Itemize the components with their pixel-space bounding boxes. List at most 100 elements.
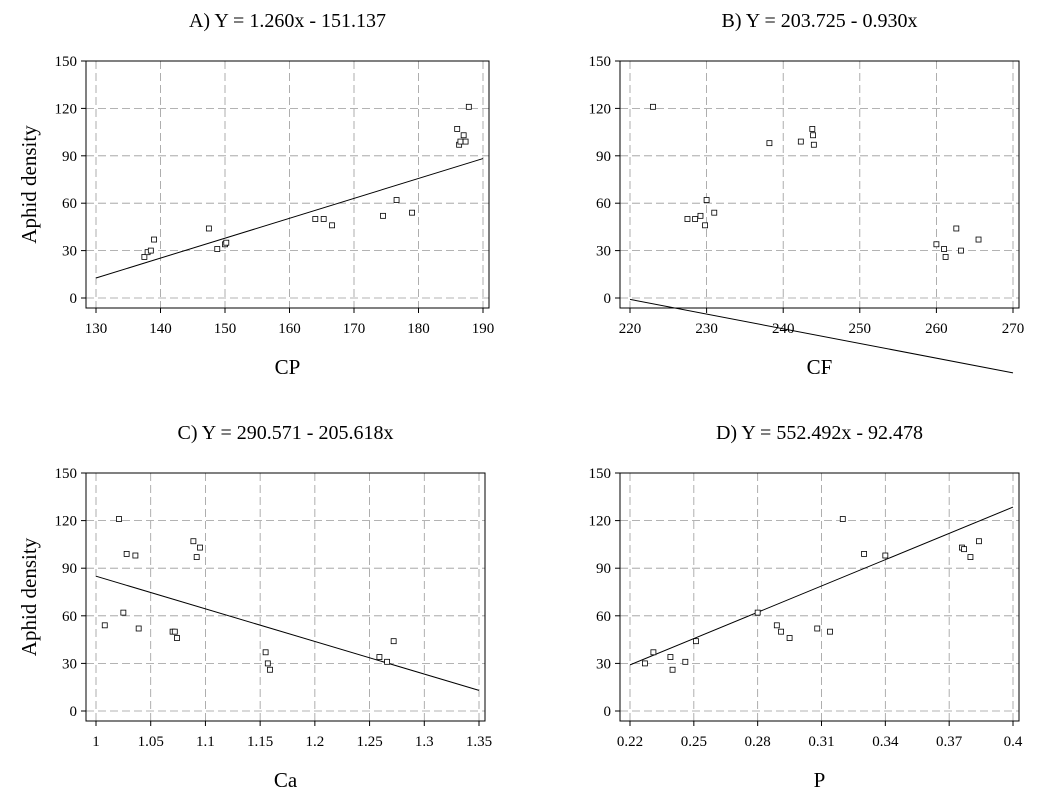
data-point — [961, 546, 967, 553]
x-tick-label: 1.35 — [466, 734, 492, 750]
data-point — [778, 628, 784, 635]
data-point — [942, 254, 949, 260]
x-tick-label: 130 — [85, 321, 108, 337]
y-tick-label: 90 — [596, 561, 611, 577]
data-point — [390, 638, 397, 645]
x-tick-label: 0.25 — [681, 734, 707, 750]
data-point — [116, 516, 122, 522]
data-point — [320, 216, 327, 222]
data-point — [882, 552, 889, 559]
plot-frame — [85, 472, 486, 722]
y-axis-label: Aphid density — [17, 125, 41, 244]
y-tick-label: 90 — [62, 561, 77, 577]
panel-c: C) Y = 290.571 - 205.618x 0 30 60 90 120 150 1 1… — [17, 422, 492, 792]
x-axis-label: Ca — [274, 768, 298, 792]
y-tick-label: 150 — [55, 466, 78, 482]
data-point — [193, 554, 200, 560]
data-point — [810, 141, 817, 148]
data-point — [693, 638, 699, 645]
data-point — [147, 247, 154, 254]
chart-title: D) Y = 552.492x - 92.478 — [716, 422, 923, 444]
x-tick-label: 1.05 — [138, 734, 164, 750]
y-tick-label: 150 — [589, 54, 612, 70]
x-tick-label: 0.22 — [617, 734, 643, 750]
y-tick-label: 90 — [62, 149, 77, 165]
x-tick-label: 0.28 — [745, 734, 771, 750]
data-point — [773, 622, 780, 629]
y-axis-label: Aphid density — [17, 537, 41, 656]
x-tick-label: 0.37 — [936, 734, 963, 750]
y-tick-label: 150 — [55, 54, 78, 70]
y-tick-label: 0 — [70, 704, 78, 720]
x-tick-label: 1.3 — [415, 734, 434, 750]
regression-line — [95, 575, 480, 691]
data-point — [641, 660, 648, 667]
data-point — [465, 103, 472, 110]
y-tick-label: 120 — [589, 101, 612, 117]
chart-title: B) Y = 203.725 - 0.930x — [722, 10, 918, 32]
data-point — [409, 209, 415, 216]
y-tick-label: 150 — [589, 466, 612, 482]
data-point — [814, 625, 821, 632]
regression-line — [95, 158, 484, 279]
x-tick-label: 0.4 — [1004, 734, 1023, 750]
y-tick-label: 120 — [55, 101, 78, 117]
data-point — [141, 254, 148, 260]
y-tick-label: 60 — [596, 609, 611, 625]
x-tick-label: 0.31 — [808, 734, 834, 750]
plot-frame — [85, 60, 490, 309]
y-tick-label: 0 — [604, 291, 612, 307]
y-tick-label: 60 — [62, 609, 77, 625]
x-tick-label: 1.1 — [196, 734, 215, 750]
x-axis-label: CF — [807, 355, 833, 379]
data-point — [384, 658, 390, 665]
data-point — [393, 197, 400, 203]
x-tick-label: 140 — [149, 321, 172, 337]
y-tick-label: 120 — [589, 514, 612, 530]
y-tick-label: 60 — [62, 196, 77, 212]
data-point — [135, 625, 142, 632]
data-point — [975, 236, 982, 243]
data-point — [711, 209, 718, 216]
data-point — [223, 239, 230, 246]
plot-frame — [619, 472, 1020, 722]
data-point — [697, 212, 704, 219]
data-point — [151, 236, 157, 243]
data-point — [669, 666, 676, 673]
data-point — [976, 538, 982, 545]
data-point — [460, 132, 467, 139]
data-point — [861, 551, 867, 557]
data-point — [766, 140, 773, 147]
y-tick-label: 0 — [70, 291, 78, 307]
data-point — [958, 247, 964, 254]
data-point — [267, 666, 273, 673]
x-tick-label: 230 — [695, 321, 718, 337]
data-point — [786, 635, 793, 641]
x-axis-label: P — [814, 768, 826, 792]
data-point — [692, 216, 699, 222]
data-point — [123, 551, 130, 557]
data-point — [132, 552, 139, 559]
data-point — [120, 609, 127, 616]
x-tick-label: 190 — [472, 321, 495, 337]
data-point — [454, 126, 461, 132]
data-point — [827, 628, 833, 635]
data-point — [101, 622, 108, 629]
x-tick-label: 0.34 — [872, 734, 899, 750]
panel-a: A) Y = 1.260x - 151.137 0 30 60 90 120 150 130 1… — [17, 10, 494, 379]
x-tick-label: 250 — [849, 321, 872, 337]
data-point — [197, 544, 203, 551]
x-tick-label: 1.15 — [247, 734, 273, 750]
y-tick-label: 30 — [62, 244, 77, 260]
x-tick-label: 180 — [407, 321, 430, 337]
data-point — [171, 628, 178, 635]
y-tick-label: 60 — [596, 196, 611, 212]
data-point — [810, 132, 816, 139]
data-point — [941, 246, 947, 252]
data-point — [703, 197, 710, 203]
data-point — [214, 246, 221, 252]
data-point — [682, 658, 689, 665]
regression-line — [629, 298, 1014, 374]
data-point — [380, 212, 386, 219]
x-tick-label: 220 — [619, 321, 642, 337]
